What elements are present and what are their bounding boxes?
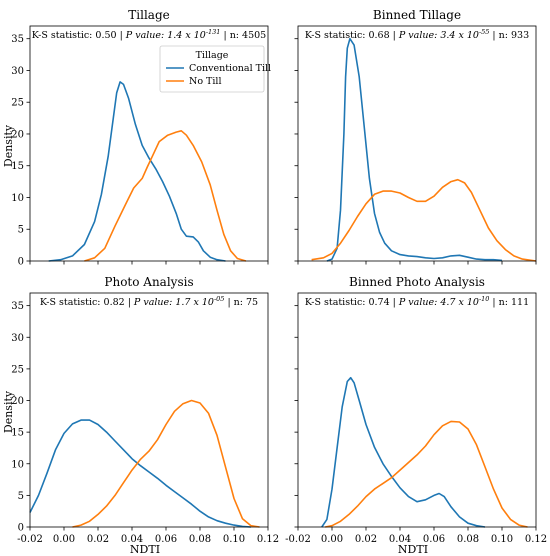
x-tick-label: 0.10 [491, 534, 513, 545]
x-tick-label: 0.12 [525, 534, 547, 545]
sample-size: | n: 933 [489, 30, 529, 41]
y-tick-label: 5 [18, 225, 24, 236]
p-value: P value: 4.7 x 10 [398, 297, 479, 308]
y-tick-label: 30 [11, 66, 24, 77]
y-tick-label: 25 [11, 98, 24, 109]
panel-4: -0.02 0.00 0.02 0.04 0.06 0.08 0.10 0.12 Binned … [285, 275, 547, 545]
x-tick-label: 0.04 [121, 534, 143, 545]
y-tick-label: 0 [18, 523, 24, 534]
series-line-no-till [325, 420, 528, 528]
plot-frame [297, 25, 537, 262]
panel-title: Binned Photo Analysis [349, 275, 485, 289]
y-axis-label-bottom: Density [2, 390, 15, 433]
y-tick-label: 25 [11, 364, 24, 375]
y-tick-label: 20 [11, 129, 24, 140]
stats-annotation: K-S statistic: 0.50 | P value: 1.4 x 10-… [32, 28, 266, 41]
x-tick-label: 0.04 [389, 534, 411, 545]
y-axis-label-top: Density [2, 124, 15, 167]
panel-2: Binned Tillage K-S statistic: 0.68 | P va… [294, 8, 537, 265]
sample-size: | n: 111 [489, 297, 529, 308]
series-line-conventional-till [321, 376, 486, 528]
series-line-conventional-till [29, 419, 252, 528]
ks-statistic: K-S statistic: 0.50 | [32, 30, 126, 41]
ks-statistic: K-S statistic: 0.82 | [40, 297, 134, 308]
legend-title: Tillage [196, 50, 229, 61]
y-tick-label: 35 [11, 34, 24, 45]
p-value: P value: 1.7 x 10 [133, 297, 214, 308]
legend-item-label: Conventional Till [189, 63, 271, 74]
panel-3: 0 5 10 15 20 25 30 35 -0.02 0.00 0.02 0.04 0.06 0.08 0… [11, 275, 279, 545]
series-line-conventional-till [48, 81, 226, 262]
p-value: P value: 3.4 x 10 [398, 30, 479, 41]
y-tick-label: 5 [18, 491, 24, 502]
plot-frame [29, 25, 269, 262]
plot-frame [297, 292, 537, 528]
series-line-conventional-till [326, 37, 503, 262]
p-value-exponent: -05 [214, 295, 224, 303]
stats-annotation: K-S statistic: 0.82 | P value: 1.7 x 10-… [40, 295, 258, 308]
x-axis-label-right: NDTI [398, 543, 428, 556]
x-tick-label: 0.08 [457, 534, 479, 545]
x-tick-label: 0.00 [321, 534, 343, 545]
x-tick-label: 0.06 [423, 534, 445, 545]
stats-annotation: K-S statistic: 0.74 | P value: 4.7 x 10-… [305, 295, 529, 308]
panel-title: Photo Analysis [104, 275, 193, 289]
x-tick-label: -0.02 [17, 534, 43, 545]
legend: Tillage Conventional Till No Till [159, 45, 271, 93]
x-axis-label-left: NDTI [130, 543, 160, 556]
p-value-exponent: -10 [479, 295, 489, 303]
x-tick-label: 0.12 [257, 534, 279, 545]
x-tick-label: 0.08 [189, 534, 211, 545]
p-value: P value: 1.4 x 10 [125, 30, 206, 41]
y-tick-label: 15 [11, 428, 24, 439]
plot-frame [29, 292, 269, 528]
p-value-exponent: -131 [206, 28, 221, 36]
panel-title: Binned Tillage [373, 8, 461, 22]
ks-statistic: K-S statistic: 0.74 | [305, 297, 399, 308]
series-line-no-till [311, 178, 537, 262]
legend-item-label: No Till [189, 76, 222, 87]
y-tick-label: 20 [11, 396, 24, 407]
x-tick-label: 0.02 [87, 534, 109, 545]
x-tick-label: 0.06 [155, 534, 177, 545]
legend-box [159, 45, 265, 93]
ks-statistic: K-S statistic: 0.68 | [305, 30, 399, 41]
x-tick-label: 0.10 [223, 534, 245, 545]
sample-size: | n: 4505 [220, 30, 266, 41]
y-tick-label: 10 [11, 193, 24, 204]
y-tick-label: 0 [18, 257, 24, 268]
x-tick-label: -0.02 [285, 534, 311, 545]
sample-size: | n: 75 [224, 297, 258, 308]
x-tick-label: 0.02 [355, 534, 377, 545]
y-tick-label: 15 [11, 161, 24, 172]
x-tick-label: 0.00 [53, 534, 75, 545]
y-tick-label: 10 [11, 459, 24, 470]
panel-title: Tillage [128, 8, 169, 22]
p-value-exponent: -55 [479, 28, 489, 36]
stats-annotation: K-S statistic: 0.68 | P value: 3.4 x 10-… [305, 28, 529, 41]
series-line-no-till [84, 130, 247, 262]
y-tick-label: 30 [11, 333, 24, 344]
y-tick-label: 35 [11, 301, 24, 312]
series-line-no-till [72, 399, 260, 528]
